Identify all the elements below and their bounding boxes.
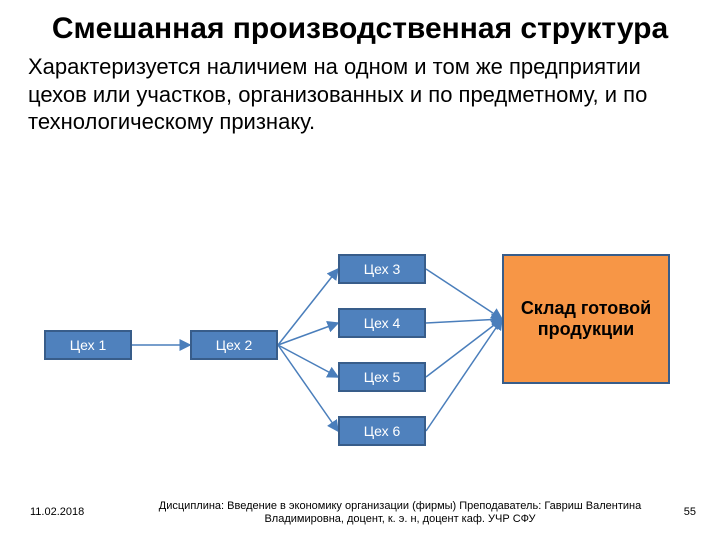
node-wh: Склад готовой продукции (502, 254, 670, 384)
node-c1: Цех 1 (44, 330, 132, 360)
footer-text: Дисциплина: Введение в экономику организ… (140, 500, 660, 526)
edge-c5-wh (426, 319, 502, 377)
slide-title: Смешанная производственная структура (0, 0, 720, 45)
edge-c4-wh (426, 319, 502, 323)
flowchart-diagram: Цех 1 Цех 2 Цех 3 Цех 4 Цех 5 Цех 6 Склад гото… (0, 248, 720, 478)
node-c4: Цех 4 (338, 308, 426, 338)
node-c2: Цех 2 (190, 330, 278, 360)
node-c6: Цех 6 (338, 416, 426, 446)
footer-date: 11.02.2018 (30, 506, 84, 518)
edge-c3-wh (426, 269, 502, 319)
edge-c6-wh (426, 319, 502, 431)
page-number: 55 (684, 506, 696, 518)
edge-c2-c6 (278, 345, 338, 431)
node-c3: Цех 3 (338, 254, 426, 284)
edge-c2-c5 (278, 345, 338, 377)
node-c5: Цех 5 (338, 362, 426, 392)
slide-description: Характеризуется наличием на одном и том … (0, 45, 720, 136)
